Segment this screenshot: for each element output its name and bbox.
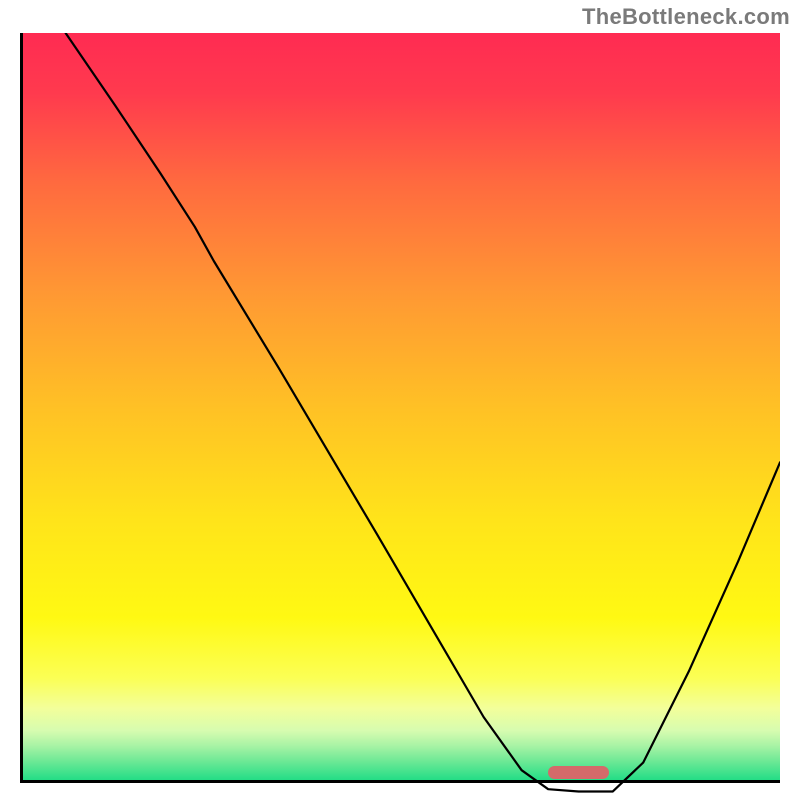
- plot-frame: [20, 33, 780, 783]
- watermark-label: TheBottleneck.com: [582, 4, 790, 30]
- bottleneck-curve: [66, 33, 780, 791]
- chart-stage: TheBottleneck.com: [0, 0, 800, 800]
- optimum-marker: [548, 766, 609, 779]
- curve-layer: [20, 33, 780, 793]
